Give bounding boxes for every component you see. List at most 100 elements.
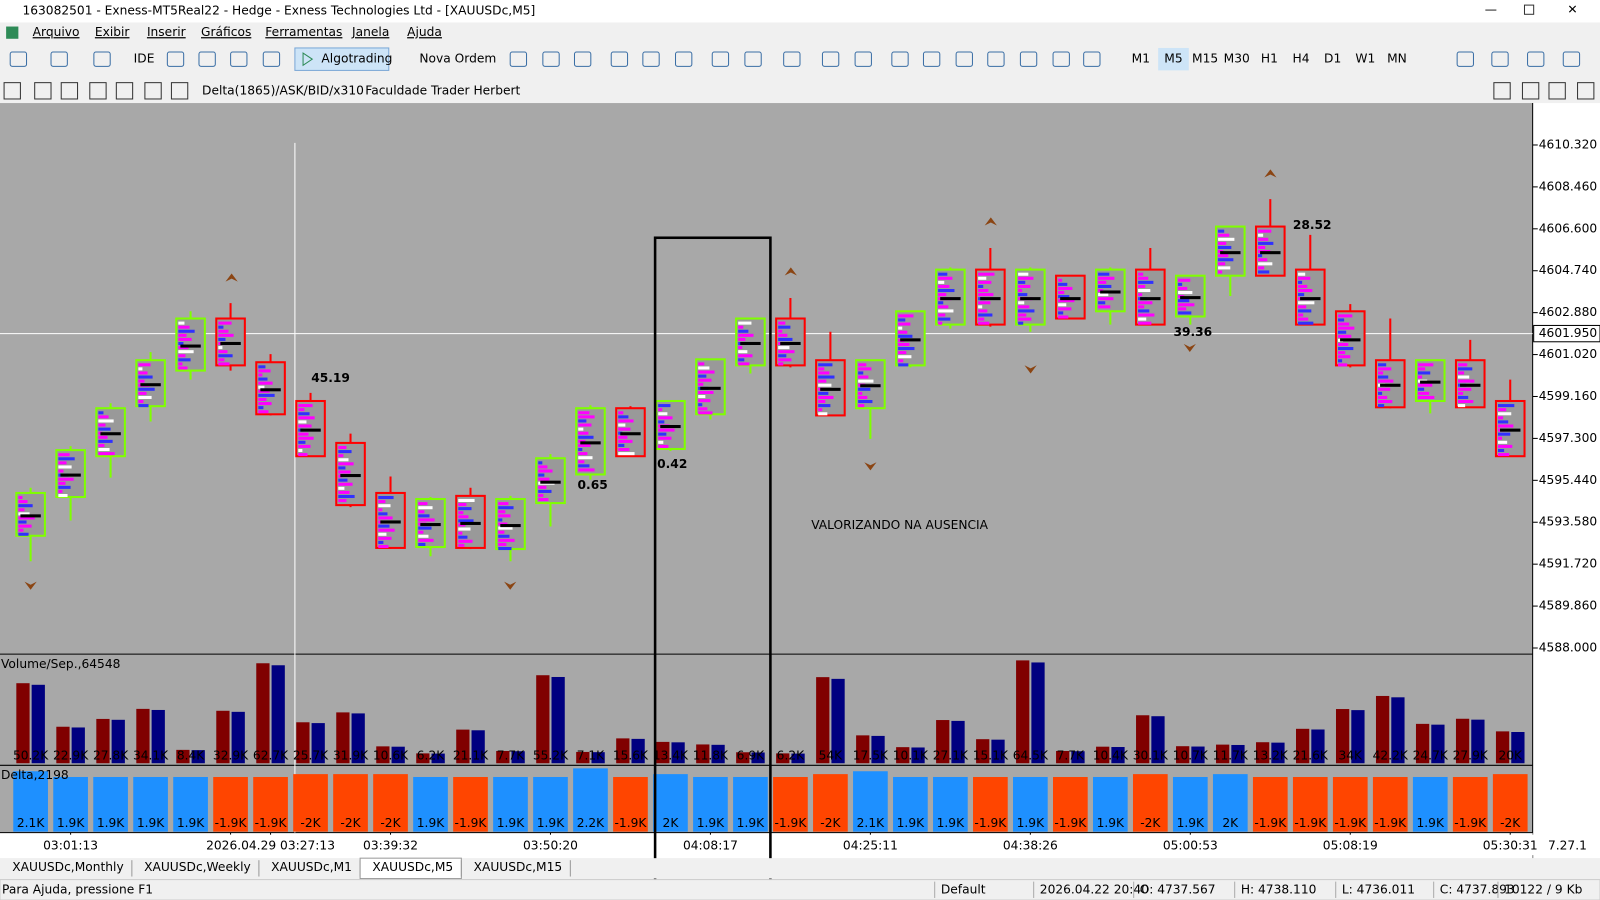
delta-bar xyxy=(1292,776,1328,832)
chart-tool-icon[interactable] xyxy=(60,82,79,100)
toolbar-icon[interactable] xyxy=(1527,51,1545,67)
chart-tab[interactable]: XAUUSDc,M1 xyxy=(271,860,352,874)
volume-label: 13.2K xyxy=(1253,749,1289,763)
toolbar-icon[interactable] xyxy=(642,51,660,67)
timeframe-button[interactable]: MN xyxy=(1387,52,1407,66)
tab-label[interactable]: XAUUSDc,Monthly xyxy=(12,860,123,874)
toolbar-icon[interactable] xyxy=(1019,51,1038,67)
footprint-row xyxy=(178,329,195,333)
footprint-row xyxy=(178,366,188,370)
menu-item[interactable]: Gráficos xyxy=(201,25,251,39)
toolbar-icon[interactable] xyxy=(1456,51,1474,67)
toolbar-icon[interactable] xyxy=(1083,51,1101,67)
footprint-row xyxy=(818,363,833,367)
candle-label: 28.52 xyxy=(1293,218,1332,232)
footprint-row xyxy=(498,530,505,534)
candle-label: 39.36 xyxy=(1173,325,1212,339)
footprint-row xyxy=(738,346,743,350)
timeframe-button[interactable]: W1 xyxy=(1355,52,1375,66)
algotrading-bg xyxy=(294,47,390,71)
footprint-row xyxy=(58,461,67,465)
tab-label[interactable]: XAUUSDc,M15 xyxy=(474,860,563,874)
toolbar-icon[interactable] xyxy=(166,51,185,67)
toolbar-icon[interactable] xyxy=(955,51,973,67)
maximize-button[interactable] xyxy=(1523,4,1535,15)
status-field: Para Ajuda, pressione F1 xyxy=(2,882,153,896)
toolbar-icon[interactable] xyxy=(922,51,941,67)
toolbar-icon[interactable] xyxy=(821,51,840,67)
toolbar-button[interactable]: Algotrading xyxy=(321,52,392,66)
timeframe-button[interactable]: H4 xyxy=(1293,52,1310,66)
toolbar-icon[interactable] xyxy=(891,51,909,67)
volume-bar-ask xyxy=(1056,750,1070,764)
menu-item[interactable]: Ferramentas xyxy=(265,25,342,39)
toolbar-icon[interactable] xyxy=(230,51,248,67)
volume-label: 15.6K xyxy=(613,749,649,763)
timeframe-button[interactable]: M15 xyxy=(1192,52,1218,66)
toolbar-icon[interactable] xyxy=(542,51,560,67)
footprint-row xyxy=(178,354,186,358)
toolbar-icon[interactable] xyxy=(675,51,693,67)
close-button[interactable]: ✕ xyxy=(1567,3,1577,17)
tab-label[interactable]: XAUUSDc,M5 xyxy=(372,860,453,874)
chart-tab[interactable]: XAUUSDc,M15 xyxy=(474,860,563,874)
footprint-row xyxy=(578,423,592,427)
toolbar-icon[interactable] xyxy=(1562,51,1581,67)
menu-item[interactable]: Exibir xyxy=(95,25,131,39)
timeframe-button[interactable]: M5 xyxy=(1164,52,1182,66)
footprint-row xyxy=(738,362,750,366)
toolbar-button[interactable]: IDE xyxy=(134,52,155,66)
chart-tool-icon[interactable] xyxy=(3,82,21,100)
chart-tool-icon[interactable] xyxy=(1493,82,1511,100)
toolbar-icon[interactable] xyxy=(93,51,111,67)
toolbar-icon[interactable] xyxy=(262,51,281,67)
footprint-row xyxy=(1058,282,1068,286)
footprint-row xyxy=(1138,276,1149,280)
menu-item[interactable]: Arquivo xyxy=(33,25,80,39)
toolbar-icon[interactable] xyxy=(9,51,28,67)
toolbar-icon[interactable] xyxy=(987,51,1005,67)
timeframe-button[interactable]: H1 xyxy=(1261,52,1278,66)
chart-tool-icon[interactable] xyxy=(1577,82,1595,100)
footprint-row xyxy=(898,334,913,338)
toolbar-icon[interactable] xyxy=(1491,51,1509,67)
chart-tool-icon[interactable] xyxy=(1521,82,1540,100)
chart-tab[interactable]: XAUUSDc,Monthly xyxy=(12,860,123,874)
toolbar-icon[interactable] xyxy=(744,51,762,67)
menu-item[interactable]: Janela xyxy=(351,25,389,39)
poc-row xyxy=(700,386,721,390)
toolbar-icon[interactable] xyxy=(610,51,629,67)
chart-tab[interactable]: XAUUSDc,M5 xyxy=(359,857,462,880)
footprint-row xyxy=(218,358,225,362)
chart-tool-icon[interactable] xyxy=(115,82,134,100)
timeframe-button[interactable]: D1 xyxy=(1324,52,1341,66)
volume-bar-bid xyxy=(511,751,525,764)
footprint-row xyxy=(938,276,953,280)
menu-item[interactable]: Inserir xyxy=(147,25,187,39)
toolbar-icon[interactable] xyxy=(50,51,68,67)
timeframe-button[interactable]: M30 xyxy=(1224,52,1250,66)
toolbar-icon[interactable] xyxy=(854,51,872,67)
toolbar-icon[interactable] xyxy=(509,51,528,67)
toolbar-icon[interactable] xyxy=(711,51,730,67)
time-label-bg xyxy=(1480,834,1540,856)
toolbar-icon[interactable] xyxy=(783,51,801,67)
timeframe-button[interactable]: M1 xyxy=(1132,52,1150,66)
footprint-row xyxy=(698,382,704,386)
delta-bar xyxy=(853,771,888,832)
menu-item[interactable]: Ajuda xyxy=(407,25,442,39)
toolbar-icon[interactable] xyxy=(573,51,592,67)
chart-tool-icon[interactable] xyxy=(170,82,189,100)
minimize-button[interactable]: — xyxy=(1485,3,1497,17)
toolbar-button[interactable]: Nova Ordem xyxy=(419,52,496,66)
chart-tab[interactable]: XAUUSDc,Weekly xyxy=(144,860,251,874)
tab-label[interactable]: XAUUSDc,Weekly xyxy=(144,860,251,874)
toolbar-icon[interactable] xyxy=(1052,51,1070,67)
chart-tool-icon[interactable] xyxy=(34,82,52,100)
toolbar-icon[interactable] xyxy=(198,51,216,67)
chart-tool-icon[interactable] xyxy=(1548,82,1566,100)
tab-label[interactable]: XAUUSDc,M1 xyxy=(271,860,352,874)
chart-tool-icon[interactable] xyxy=(144,82,162,100)
chart-tool-icon[interactable] xyxy=(89,82,107,100)
footprint-row xyxy=(1098,297,1114,301)
